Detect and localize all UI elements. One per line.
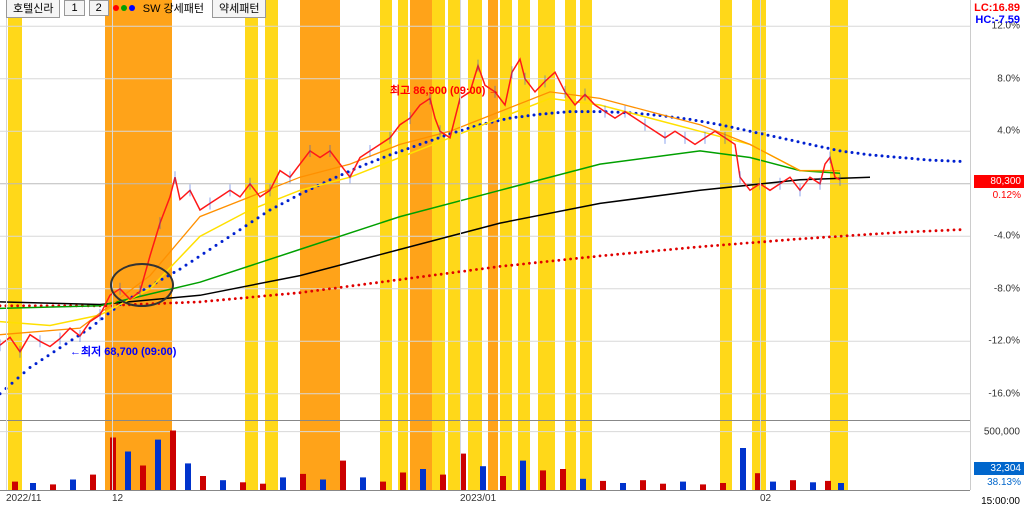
x-axis-right-label: 15:00:00 — [981, 496, 1020, 507]
stock-chart[interactable]: 호텔신라 1 2 SW 강세패턴 약세패턴 LC:16.89 HC:-7.59 … — [0, 0, 1024, 509]
legend-weak-pattern[interactable]: 약세패턴 — [212, 0, 266, 18]
dot-icon — [129, 5, 135, 11]
volume-badge: 32,304 — [974, 462, 1024, 475]
y-tick-label: 8.0% — [997, 73, 1020, 84]
volume-svg — [0, 420, 970, 490]
y-tick-label: -16.0% — [988, 388, 1020, 399]
focus-circle-icon — [110, 263, 174, 307]
x-tick-label: 2022/11 — [6, 493, 41, 504]
y-tick-label: -8.0% — [994, 283, 1020, 294]
legend-strong-pattern: SW 강세패턴 — [139, 0, 208, 17]
ticker-name[interactable]: 호텔신라 — [6, 0, 60, 18]
y-axis: -16.0%-12.0%-8.0%-4.0%4.0%8.0%12.0% 80,3… — [970, 0, 1024, 490]
dot-icon — [121, 5, 127, 11]
x-axis: 2022/11 12 2023/01 02 — [0, 490, 970, 508]
legend-dots — [113, 5, 135, 11]
x-tick-label: 02 — [760, 493, 771, 504]
price-pane[interactable]: 최고 86,900 (09:00) → ←최저 68,700 (09:00) — [0, 0, 970, 420]
x-tick-label: 2023/01 — [460, 493, 496, 504]
top-right-stats: LC:16.89 HC:-7.59 — [974, 2, 1020, 26]
lc-value: LC:16.89 — [974, 2, 1020, 14]
hc-value: HC:-7.59 — [974, 14, 1020, 26]
annotation-high: 최고 86,900 (09:00) → — [390, 82, 500, 98]
volume-tick-label: 500,000 — [984, 426, 1020, 437]
current-pct-badge: 0.12% — [974, 189, 1024, 202]
y-tick-label: -12.0% — [988, 336, 1020, 347]
volume-pct-badge: 38.13% — [974, 476, 1024, 489]
interval-box-2[interactable]: 2 — [89, 0, 109, 16]
annotation-low: ←최저 68,700 (09:00) — [70, 343, 176, 359]
volume-pane[interactable] — [0, 420, 970, 490]
interval-box-1[interactable]: 1 — [64, 0, 84, 16]
x-tick-label: 12 — [112, 493, 123, 504]
y-tick-label: -4.0% — [994, 231, 1020, 242]
dot-icon — [113, 5, 119, 11]
current-price-badge: 80,300 — [974, 175, 1024, 188]
y-tick-label: 4.0% — [997, 126, 1020, 137]
chart-header: 호텔신라 1 2 SW 강세패턴 약세패턴 — [0, 0, 1024, 16]
